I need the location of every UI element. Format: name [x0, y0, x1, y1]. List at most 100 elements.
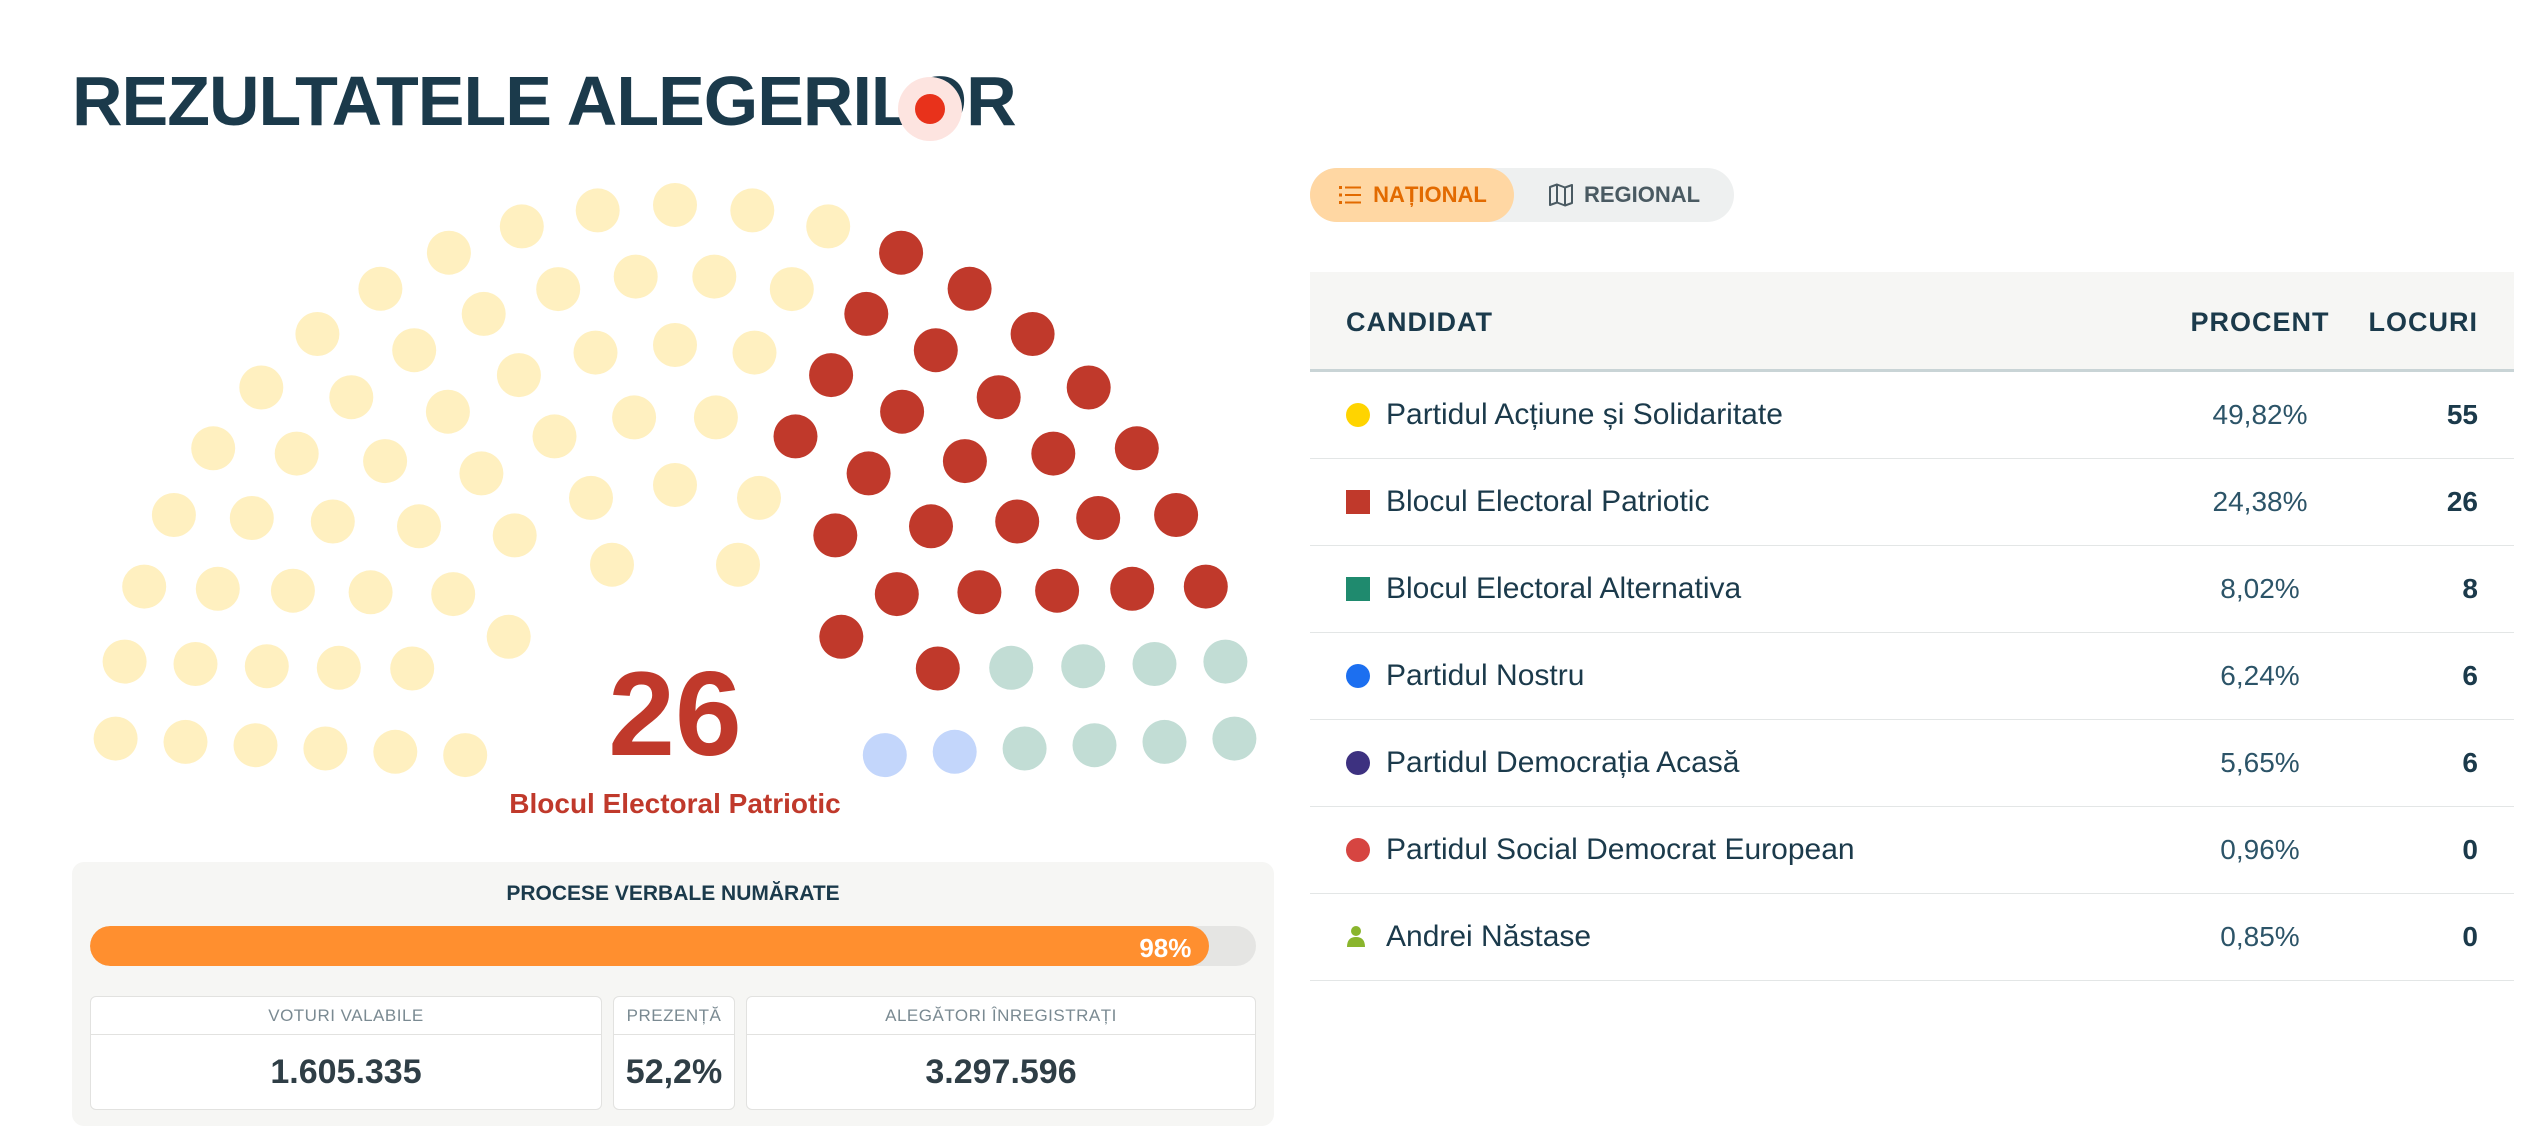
table-row[interactable]: Andrei Năstase 0,85% 0: [1310, 894, 2514, 981]
stat-registered-voters-value: 3.297.596: [925, 1053, 1077, 1091]
seat-dot: [573, 330, 618, 375]
table-row[interactable]: Partidul Nostru 6,24% 6: [1310, 633, 2514, 720]
seat-dot: [363, 439, 408, 484]
seat-dot: [373, 729, 418, 774]
tab-national[interactable]: NAȚIONAL: [1310, 168, 1514, 222]
seat-dot: [932, 729, 977, 774]
seat-dot: [536, 267, 581, 312]
seat-dot: [492, 513, 537, 558]
candidate-name: Partidul Social Democrat European: [1386, 833, 1855, 866]
candidate-name: Partidul Acțiune și Solidaritate: [1386, 398, 1783, 431]
seat-dot: [716, 542, 760, 587]
seat-dot: [443, 733, 488, 778]
seat-dot: [957, 570, 1002, 615]
seat-dot: [239, 365, 284, 410]
seat-dot: [995, 499, 1040, 544]
header-candidate[interactable]: CANDIDAT: [1346, 307, 1493, 337]
counting-summary-panel: PROCESE VERBALE NUMĂRATE 98% VOTURI VALA…: [72, 862, 1274, 1126]
seat-dot: [947, 266, 992, 311]
party-color-square-icon: [1346, 490, 1370, 514]
tab-national-label: NAȚIONAL: [1373, 182, 1487, 207]
party-color-square-icon: [1346, 577, 1370, 601]
table-row[interactable]: Blocul Electoral Patriotic 24,38% 26: [1310, 459, 2514, 546]
seat-dot: [499, 204, 544, 249]
party-color-circle-icon: [1346, 403, 1370, 427]
seat-dot: [813, 513, 858, 558]
candidate-seats: 0: [2462, 834, 2478, 865]
seat-dot: [329, 375, 374, 420]
hemicycle-chart: [93, 183, 1257, 778]
stat-turnout: PREZENȚĂ 52,2%: [613, 996, 735, 1110]
seat-dot: [1061, 644, 1106, 689]
table-row[interactable]: Blocul Electoral Alternativa 8,02% 8: [1310, 546, 2514, 633]
highlight-seat-count: 26: [608, 647, 742, 781]
seat-dot: [653, 183, 697, 227]
seat-dot: [397, 504, 441, 549]
stat-valid-votes-label: VOTURI VALABILE: [91, 997, 601, 1035]
seat-dot: [737, 475, 781, 520]
seat-dot: [1212, 716, 1257, 761]
seat-dot: [1002, 726, 1047, 771]
seat-dot: [575, 188, 620, 233]
seat-dot: [1154, 493, 1199, 537]
seat-dot: [590, 542, 634, 587]
seat-dot: [122, 564, 167, 609]
candidate-name: Blocul Electoral Patriotic: [1386, 485, 1710, 518]
candidate-percent: 8,02%: [2220, 573, 2300, 604]
tab-regional[interactable]: REGIONAL: [1514, 168, 1734, 222]
candidate-seats: 26: [2446, 486, 2478, 517]
seat-dot: [653, 463, 697, 507]
stat-registered-voters-label: ALEGĂTORI ÎNREGISTRAȚI: [747, 997, 1255, 1035]
seat-dot: [461, 291, 506, 336]
party-color-circle-icon: [1346, 664, 1370, 688]
view-toggle: NAȚIONAL REGIONAL: [1310, 168, 1734, 222]
page-title: REZULTATELE ALEGERILOR: [72, 62, 1017, 140]
seat-dot: [976, 375, 1021, 420]
seat-dot: [732, 330, 777, 375]
candidate-percent: 0,96%: [2220, 834, 2300, 865]
seat-dot: [819, 614, 864, 659]
seat-dot: [392, 328, 437, 373]
seat-dot: [846, 451, 891, 496]
seat-dot: [274, 431, 319, 476]
stat-turnout-label: PREZENȚĂ: [614, 997, 734, 1035]
seat-dot: [730, 188, 775, 233]
header-seats[interactable]: LOCURI: [2368, 307, 2478, 337]
header-percent[interactable]: PROCENT: [2190, 307, 2330, 337]
list-icon: [1339, 186, 1362, 204]
seat-dot: [163, 719, 208, 764]
seat-dot: [173, 642, 218, 686]
seat-dot: [102, 639, 147, 684]
seat-dot: [426, 230, 471, 275]
seat-dot: [1183, 564, 1228, 609]
seat-dot: [989, 645, 1034, 690]
seat-dot: [358, 266, 403, 311]
seat-dot: [915, 646, 960, 691]
person-icon: [1347, 926, 1365, 947]
table-row[interactable]: Partidul Democrația Acasă 5,65% 6: [1310, 720, 2514, 807]
live-dot-icon: [915, 94, 945, 124]
party-color-circle-icon: [1346, 751, 1370, 775]
seat-dot: [880, 389, 925, 434]
seat-dot: [151, 493, 196, 537]
seat-dot: [1142, 719, 1187, 764]
seat-dot: [303, 726, 348, 771]
stat-turnout-value: 52,2%: [625, 1053, 723, 1091]
candidate-seats: 6: [2462, 747, 2478, 778]
candidate-seats: 8: [2462, 573, 2478, 604]
stat-valid-votes-value: 1.605.335: [270, 1053, 422, 1091]
candidate-seats: 0: [2462, 921, 2478, 952]
seat-dot: [431, 572, 476, 617]
party-color-circle-icon: [1346, 838, 1370, 862]
table-row[interactable]: Partidul Social Democrat European 0,96% 0: [1310, 807, 2514, 894]
summary-title: PROCESE VERBALE NUMĂRATE: [506, 882, 840, 905]
seat-dot: [806, 204, 851, 249]
table-row[interactable]: Partidul Acțiune și Solidaritate 49,82% 55: [1310, 372, 2514, 459]
seat-dot: [692, 254, 737, 299]
candidate-percent: 24,38%: [2212, 486, 2308, 517]
seat-dot: [844, 291, 889, 336]
seat-dot: [1076, 496, 1121, 540]
candidate-name: Andrei Năstase: [1386, 920, 1592, 953]
seat-dot: [942, 439, 987, 484]
seat-dot: [496, 353, 541, 398]
